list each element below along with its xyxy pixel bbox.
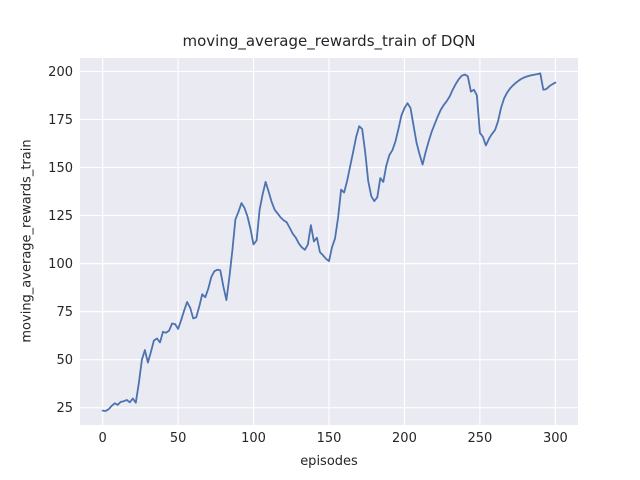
y-tick-label: 100 [48,257,73,272]
x-tick-label: 0 [98,431,106,446]
x-axis-label: episodes [300,454,358,469]
y-tick-label: 50 [56,353,73,368]
y-tick-label: 25 [56,401,73,416]
chart-title: moving_average_rewards_train of DQN [182,32,476,50]
x-tick-label: 200 [392,431,417,446]
y-tick-label: 175 [48,113,73,128]
y-tick-label: 200 [48,65,73,80]
x-tick-label: 50 [170,431,187,446]
y-tick-label: 150 [48,161,73,176]
x-tick-label: 300 [543,431,568,446]
x-tick-label: 250 [467,431,492,446]
data-line [101,72,557,412]
y-tick-label: 75 [56,305,73,320]
y-tick-label: 125 [48,209,73,224]
x-tick-label: 100 [241,431,266,446]
x-tick-label: 150 [317,431,342,446]
